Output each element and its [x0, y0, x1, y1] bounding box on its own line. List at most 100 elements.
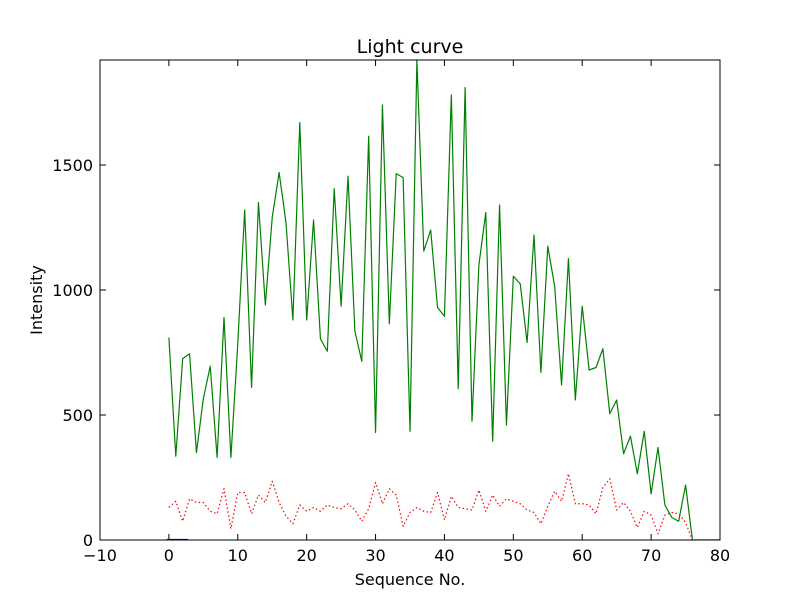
data-point	[651, 493, 652, 494]
data-point	[540, 372, 541, 373]
data-point	[265, 305, 266, 306]
data-point	[210, 366, 211, 367]
x-tick-label: 50	[503, 546, 523, 565]
data-point	[472, 421, 473, 422]
data-point	[478, 265, 479, 266]
data-point	[272, 217, 273, 218]
data-point	[437, 307, 438, 308]
data-point	[437, 492, 438, 493]
data-point	[348, 176, 349, 177]
data-point	[596, 513, 597, 514]
data-point	[540, 523, 541, 524]
data-point	[602, 487, 603, 488]
data-point	[630, 511, 631, 512]
data-point	[251, 513, 252, 514]
data-point	[478, 490, 479, 491]
x-tick-label: 30	[365, 546, 385, 565]
data-point	[368, 508, 369, 509]
data-point	[292, 523, 293, 524]
series-0	[168, 60, 720, 540]
data-point	[520, 283, 521, 284]
data-point	[313, 507, 314, 508]
data-point	[561, 385, 562, 386]
data-point	[334, 188, 335, 189]
data-point	[444, 316, 445, 317]
data-point	[506, 498, 507, 499]
data-point	[368, 136, 369, 137]
data-point	[465, 508, 466, 509]
data-point	[582, 306, 583, 307]
data-point	[513, 501, 514, 502]
data-point	[561, 501, 562, 502]
data-point	[251, 387, 252, 388]
data-point	[396, 495, 397, 496]
data-point	[168, 337, 169, 338]
data-point	[671, 512, 672, 513]
data-point	[485, 511, 486, 512]
data-point	[596, 367, 597, 368]
data-point	[609, 413, 610, 414]
data-point	[244, 492, 245, 493]
data-point	[416, 507, 417, 508]
data-point	[299, 122, 300, 123]
data-point	[354, 331, 355, 332]
data-point	[375, 482, 376, 483]
data-point	[348, 503, 349, 504]
data-point	[279, 502, 280, 503]
data-point	[286, 222, 287, 223]
data-point	[534, 512, 535, 513]
data-point	[320, 511, 321, 512]
data-point	[582, 503, 583, 504]
data-point	[616, 510, 617, 511]
data-point	[637, 527, 638, 528]
data-point	[210, 511, 211, 512]
chart-title: Light curve	[357, 36, 464, 58]
data-point	[217, 513, 218, 514]
data-point	[306, 320, 307, 321]
data-point	[658, 533, 659, 534]
data-point	[458, 507, 459, 508]
data-point	[534, 235, 535, 236]
data-point	[410, 512, 411, 513]
data-point	[602, 348, 603, 349]
data-point	[182, 358, 183, 359]
data-point	[334, 507, 335, 508]
data-point	[182, 521, 183, 522]
data-point	[175, 501, 176, 502]
x-tick-label: 80	[710, 546, 730, 565]
data-point	[396, 173, 397, 174]
data-point	[678, 513, 679, 514]
data-point	[451, 496, 452, 497]
data-point	[430, 230, 431, 231]
y-tick-label: 500	[62, 406, 93, 425]
data-point	[203, 502, 204, 503]
data-point	[678, 521, 679, 522]
data-point	[175, 456, 176, 457]
data-point	[382, 503, 383, 504]
data-point	[630, 436, 631, 437]
data-point	[568, 473, 569, 474]
data-point	[671, 517, 672, 518]
data-point	[403, 526, 404, 527]
data-point	[237, 343, 238, 344]
data-point	[472, 510, 473, 511]
data-point	[637, 473, 638, 474]
data-point	[286, 516, 287, 517]
x-tick-label: 0	[164, 546, 174, 565]
data-point	[361, 361, 362, 362]
data-point	[616, 400, 617, 401]
data-point	[568, 258, 569, 259]
data-point	[279, 172, 280, 173]
data-point	[430, 512, 431, 513]
data-point	[499, 205, 500, 206]
data-point	[499, 506, 500, 507]
data-point	[258, 495, 259, 496]
data-point	[651, 515, 652, 516]
data-point	[196, 502, 197, 503]
data-point	[224, 488, 225, 489]
data-point	[244, 210, 245, 211]
data-point	[609, 478, 610, 479]
x-tick-label: −10	[83, 546, 117, 565]
